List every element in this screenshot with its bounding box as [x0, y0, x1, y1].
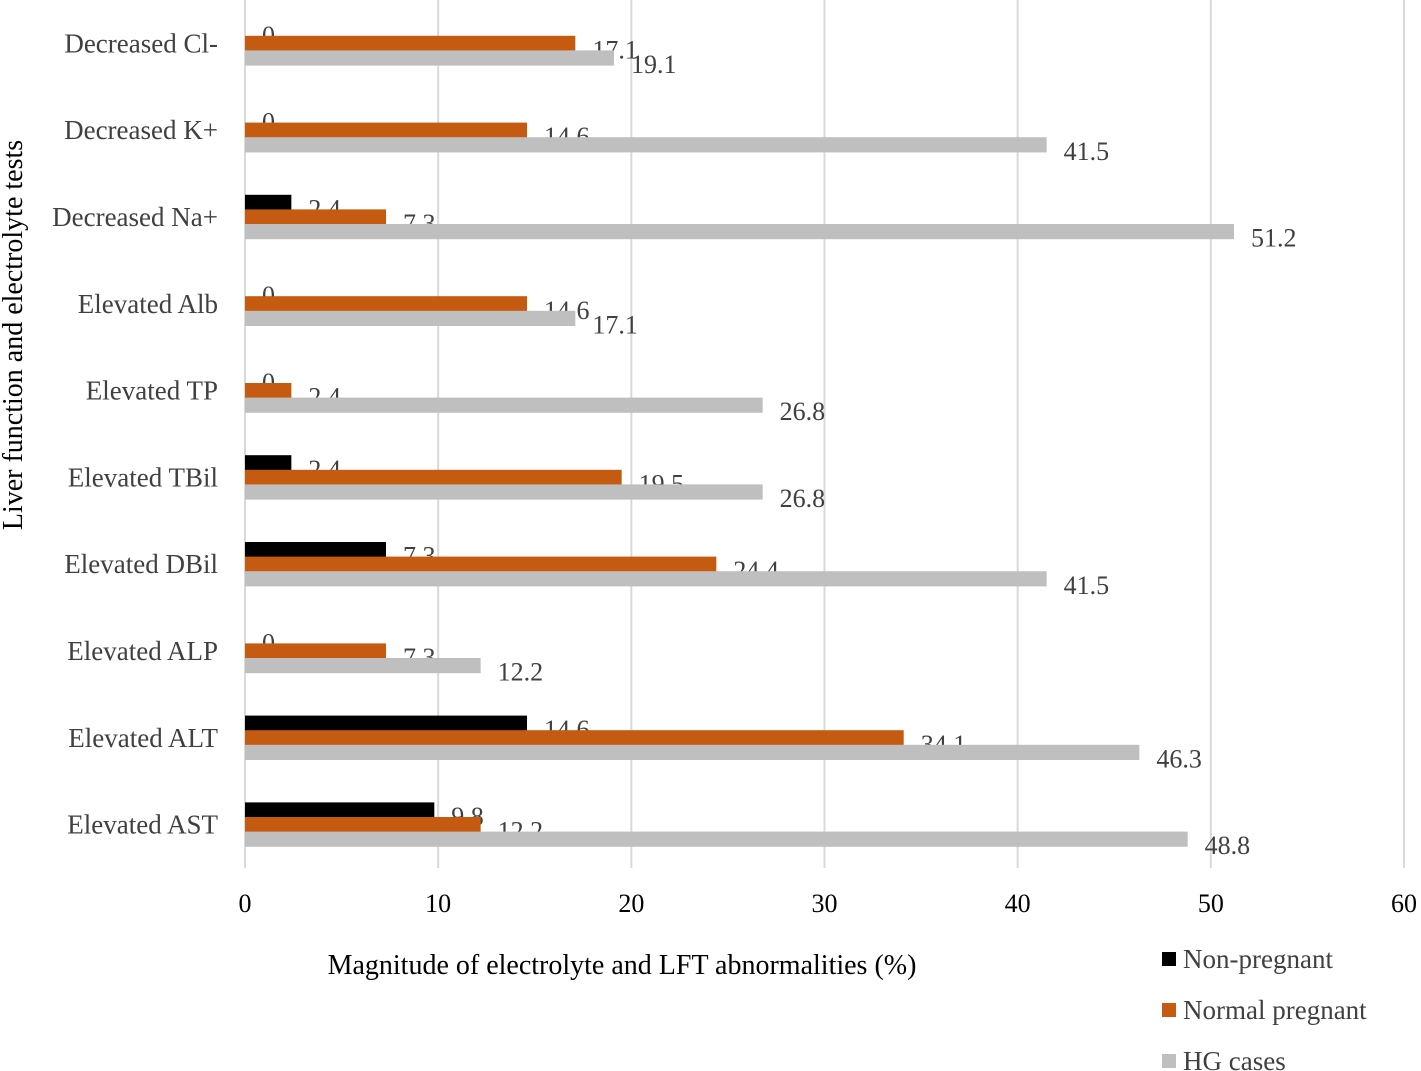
bar-non-pregnant [245, 802, 435, 818]
bar-non-pregnant [245, 455, 292, 471]
legend-label: Normal pregnant [1183, 995, 1367, 1025]
bar-hg-cases [245, 484, 763, 500]
category-label: Elevated ALP [67, 636, 218, 666]
bar-normal-pregnant [245, 643, 387, 659]
data-label: 26.8 [780, 397, 826, 426]
bar-hg-cases [245, 224, 1235, 240]
bar-normal-pregnant [245, 730, 904, 746]
x-tick-label: 0 [239, 889, 252, 918]
bar-non-pregnant [245, 194, 292, 210]
data-label: 51.2 [1251, 224, 1297, 253]
bar-normal-pregnant [245, 296, 528, 312]
bar-hg-cases [245, 310, 576, 326]
legend: Non-pregnant Normal pregnant HG cases [1162, 944, 1367, 1071]
bar-hg-cases [245, 744, 1140, 760]
legend-swatch [1162, 1054, 1176, 1068]
x-tick-label: 60 [1391, 889, 1417, 918]
category-label: Decreased K+ [64, 115, 218, 145]
legend-swatch [1162, 952, 1176, 966]
legend-label: Non-pregnant [1183, 944, 1333, 974]
bar-hg-cases [245, 397, 763, 413]
category-labels: Decreased Cl- Decreased K+ Decreased Na+ El… [52, 28, 218, 839]
category-label: Elevated ALT [68, 723, 218, 753]
legend-swatch [1162, 1003, 1176, 1017]
x-axis-title: Magnitude of electrolyte and LFT abnorma… [328, 950, 917, 981]
bar-hg-cases [245, 831, 1188, 847]
bar-hg-cases [245, 50, 614, 66]
x-tick-label: 30 [812, 889, 838, 918]
bar-hg-cases [245, 571, 1047, 587]
data-label: 12.2 [498, 658, 544, 687]
bar-normal-pregnant [245, 817, 481, 833]
data-label: 19.1 [631, 50, 677, 79]
x-tick-label: 10 [425, 889, 451, 918]
data-label: 17.1 [592, 310, 638, 339]
data-label: 26.8 [780, 484, 826, 513]
x-tick-label: 50 [1198, 889, 1224, 918]
bar-normal-pregnant [245, 383, 292, 399]
data-label: 41.5 [1064, 571, 1110, 600]
data-label: 46.3 [1156, 744, 1202, 773]
data-label: 41.5 [1064, 137, 1110, 166]
legend-label: HG cases [1183, 1046, 1286, 1071]
bar-normal-pregnant [245, 469, 622, 485]
category-label: Elevated AST [67, 810, 218, 840]
bar-hg-cases [245, 658, 481, 674]
bar-normal-pregnant [245, 122, 528, 138]
bars: 017.119.1014.641.52.47.351.2014.617.102.… [245, 21, 1297, 860]
category-label: Decreased Cl- [64, 28, 218, 58]
x-tick-labels: 0 10 20 30 40 50 60 [239, 889, 1418, 918]
x-tick-label: 40 [1005, 889, 1031, 918]
category-label: Elevated Alb [78, 289, 218, 319]
category-label: Elevated TP [86, 376, 218, 406]
bar-non-pregnant [245, 542, 387, 558]
bar-normal-pregnant [245, 35, 576, 51]
category-label: Elevated DBil [64, 549, 218, 579]
y-axis-title: Liver function and electrolyte tests [0, 140, 29, 530]
category-label: Elevated TBil [68, 462, 218, 492]
x-tick-label: 20 [618, 889, 644, 918]
category-label: Decreased Na+ [52, 202, 218, 232]
bar-non-pregnant [245, 715, 528, 731]
bar-normal-pregnant [245, 556, 717, 572]
bar-normal-pregnant [245, 209, 387, 225]
bar-hg-cases [245, 137, 1047, 153]
data-label: 48.8 [1205, 831, 1251, 860]
